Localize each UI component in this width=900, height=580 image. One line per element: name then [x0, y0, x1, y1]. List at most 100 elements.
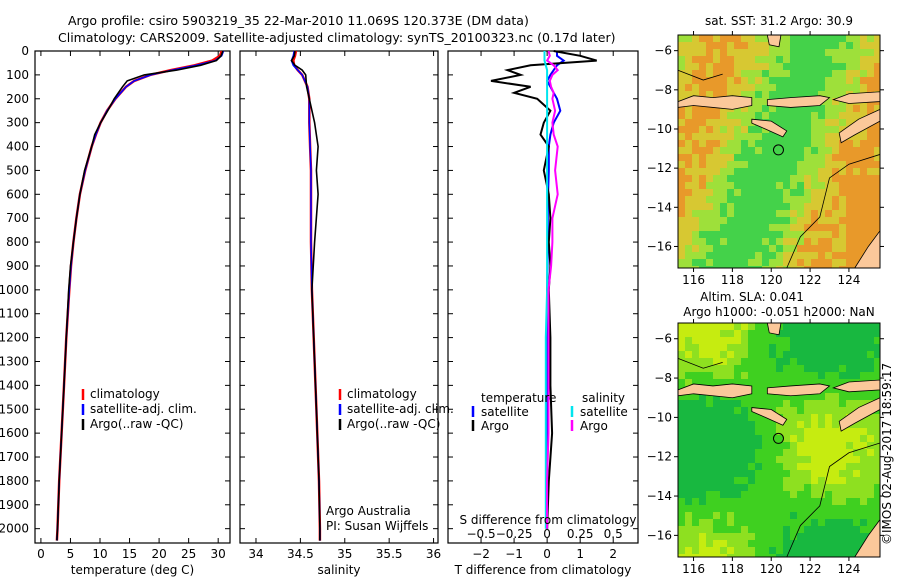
- map-cell: [853, 540, 860, 547]
- map-cell: [685, 154, 692, 161]
- map-cell: [720, 498, 727, 505]
- map-cell: [769, 224, 776, 231]
- map-cell: [797, 400, 804, 407]
- map-cell: [741, 49, 748, 56]
- map-cell: [818, 140, 825, 147]
- map-cell: [811, 259, 818, 266]
- map-cell: [734, 231, 741, 238]
- map-cell: [797, 42, 804, 49]
- map-cell: [720, 337, 727, 344]
- map-cell: [867, 182, 874, 189]
- land-polygon: [751, 118, 788, 138]
- map-cell: [741, 112, 748, 119]
- map-cell: [720, 245, 727, 252]
- map-cell: [790, 70, 797, 77]
- map-cell: [678, 540, 685, 547]
- map-cell: [755, 217, 762, 224]
- map-cell: [825, 449, 832, 456]
- map-cell: [720, 49, 727, 56]
- map-cell: [692, 35, 699, 42]
- map-cell: [867, 393, 874, 400]
- map-cell: [825, 330, 832, 337]
- map-cell: [839, 175, 846, 182]
- map-cell: [797, 512, 804, 519]
- map-cell: [839, 210, 846, 217]
- x-tick-label: 0: [543, 547, 551, 561]
- map-cell: [741, 407, 748, 414]
- map-cell: [839, 49, 846, 56]
- map-cell: [699, 344, 706, 351]
- map-cell: [790, 56, 797, 63]
- map-cell: [874, 323, 880, 330]
- map-cell: [825, 470, 832, 477]
- map-cell: [811, 554, 818, 557]
- map-cell: [685, 84, 692, 91]
- map-cell: [790, 351, 797, 358]
- map-cell: [853, 245, 860, 252]
- map-cell: [832, 400, 839, 407]
- map-cell: [713, 126, 720, 133]
- map-cell: [860, 210, 867, 217]
- map-cell: [790, 491, 797, 498]
- map-cell: [839, 140, 846, 147]
- map-cell: [692, 189, 699, 196]
- map-cell: [832, 491, 839, 498]
- map-cell: [692, 168, 699, 175]
- map-cell: [783, 238, 790, 245]
- map-cell: [755, 428, 762, 435]
- map-cell: [685, 196, 692, 203]
- map-cell: [867, 189, 874, 196]
- map-cell: [685, 512, 692, 519]
- map-cell: [839, 126, 846, 133]
- map-cell: [762, 133, 769, 140]
- map-cell: [846, 182, 853, 189]
- map-cell: [825, 245, 832, 252]
- map-cell: [685, 217, 692, 224]
- map-cell: [818, 77, 825, 84]
- map-cell: [783, 119, 790, 126]
- map-cell: [874, 161, 880, 168]
- map-cell: [832, 56, 839, 63]
- map-cell: [685, 449, 692, 456]
- map-cell: [713, 168, 720, 175]
- map-cell: [678, 428, 685, 435]
- map-cell: [853, 519, 860, 526]
- map-cell: [727, 77, 734, 84]
- map-cell: [818, 414, 825, 421]
- map-cell: [811, 435, 818, 442]
- map-cell: [839, 379, 846, 386]
- map-cell: [867, 210, 874, 217]
- map-cell: [811, 449, 818, 456]
- map-cell: [846, 112, 853, 119]
- map-cell: [797, 498, 804, 505]
- map-cell: [748, 126, 755, 133]
- map-cell: [860, 505, 867, 512]
- map-cell: [839, 372, 846, 379]
- map-cell: [762, 449, 769, 456]
- map-cell: [818, 407, 825, 414]
- map-cell: [699, 91, 706, 98]
- map-cell: [790, 196, 797, 203]
- map-cell: [853, 161, 860, 168]
- map-cell: [727, 217, 734, 224]
- map-cell: [734, 203, 741, 210]
- map-cell: [706, 126, 713, 133]
- map-cell: [818, 196, 825, 203]
- map-cell: [706, 358, 713, 365]
- map-cell: [832, 252, 839, 259]
- map-cell: [804, 126, 811, 133]
- map-cell: [734, 56, 741, 63]
- map-cell: [797, 154, 804, 161]
- map-cell: [804, 428, 811, 435]
- map-cell: [678, 224, 685, 231]
- map-cell: [678, 175, 685, 182]
- map-cell: [734, 442, 741, 449]
- map-cell: [860, 112, 867, 119]
- map-cell: [874, 365, 880, 372]
- map-cell: [832, 77, 839, 84]
- map-cell: [685, 463, 692, 470]
- map-cell: [748, 105, 755, 112]
- map-cell: [790, 421, 797, 428]
